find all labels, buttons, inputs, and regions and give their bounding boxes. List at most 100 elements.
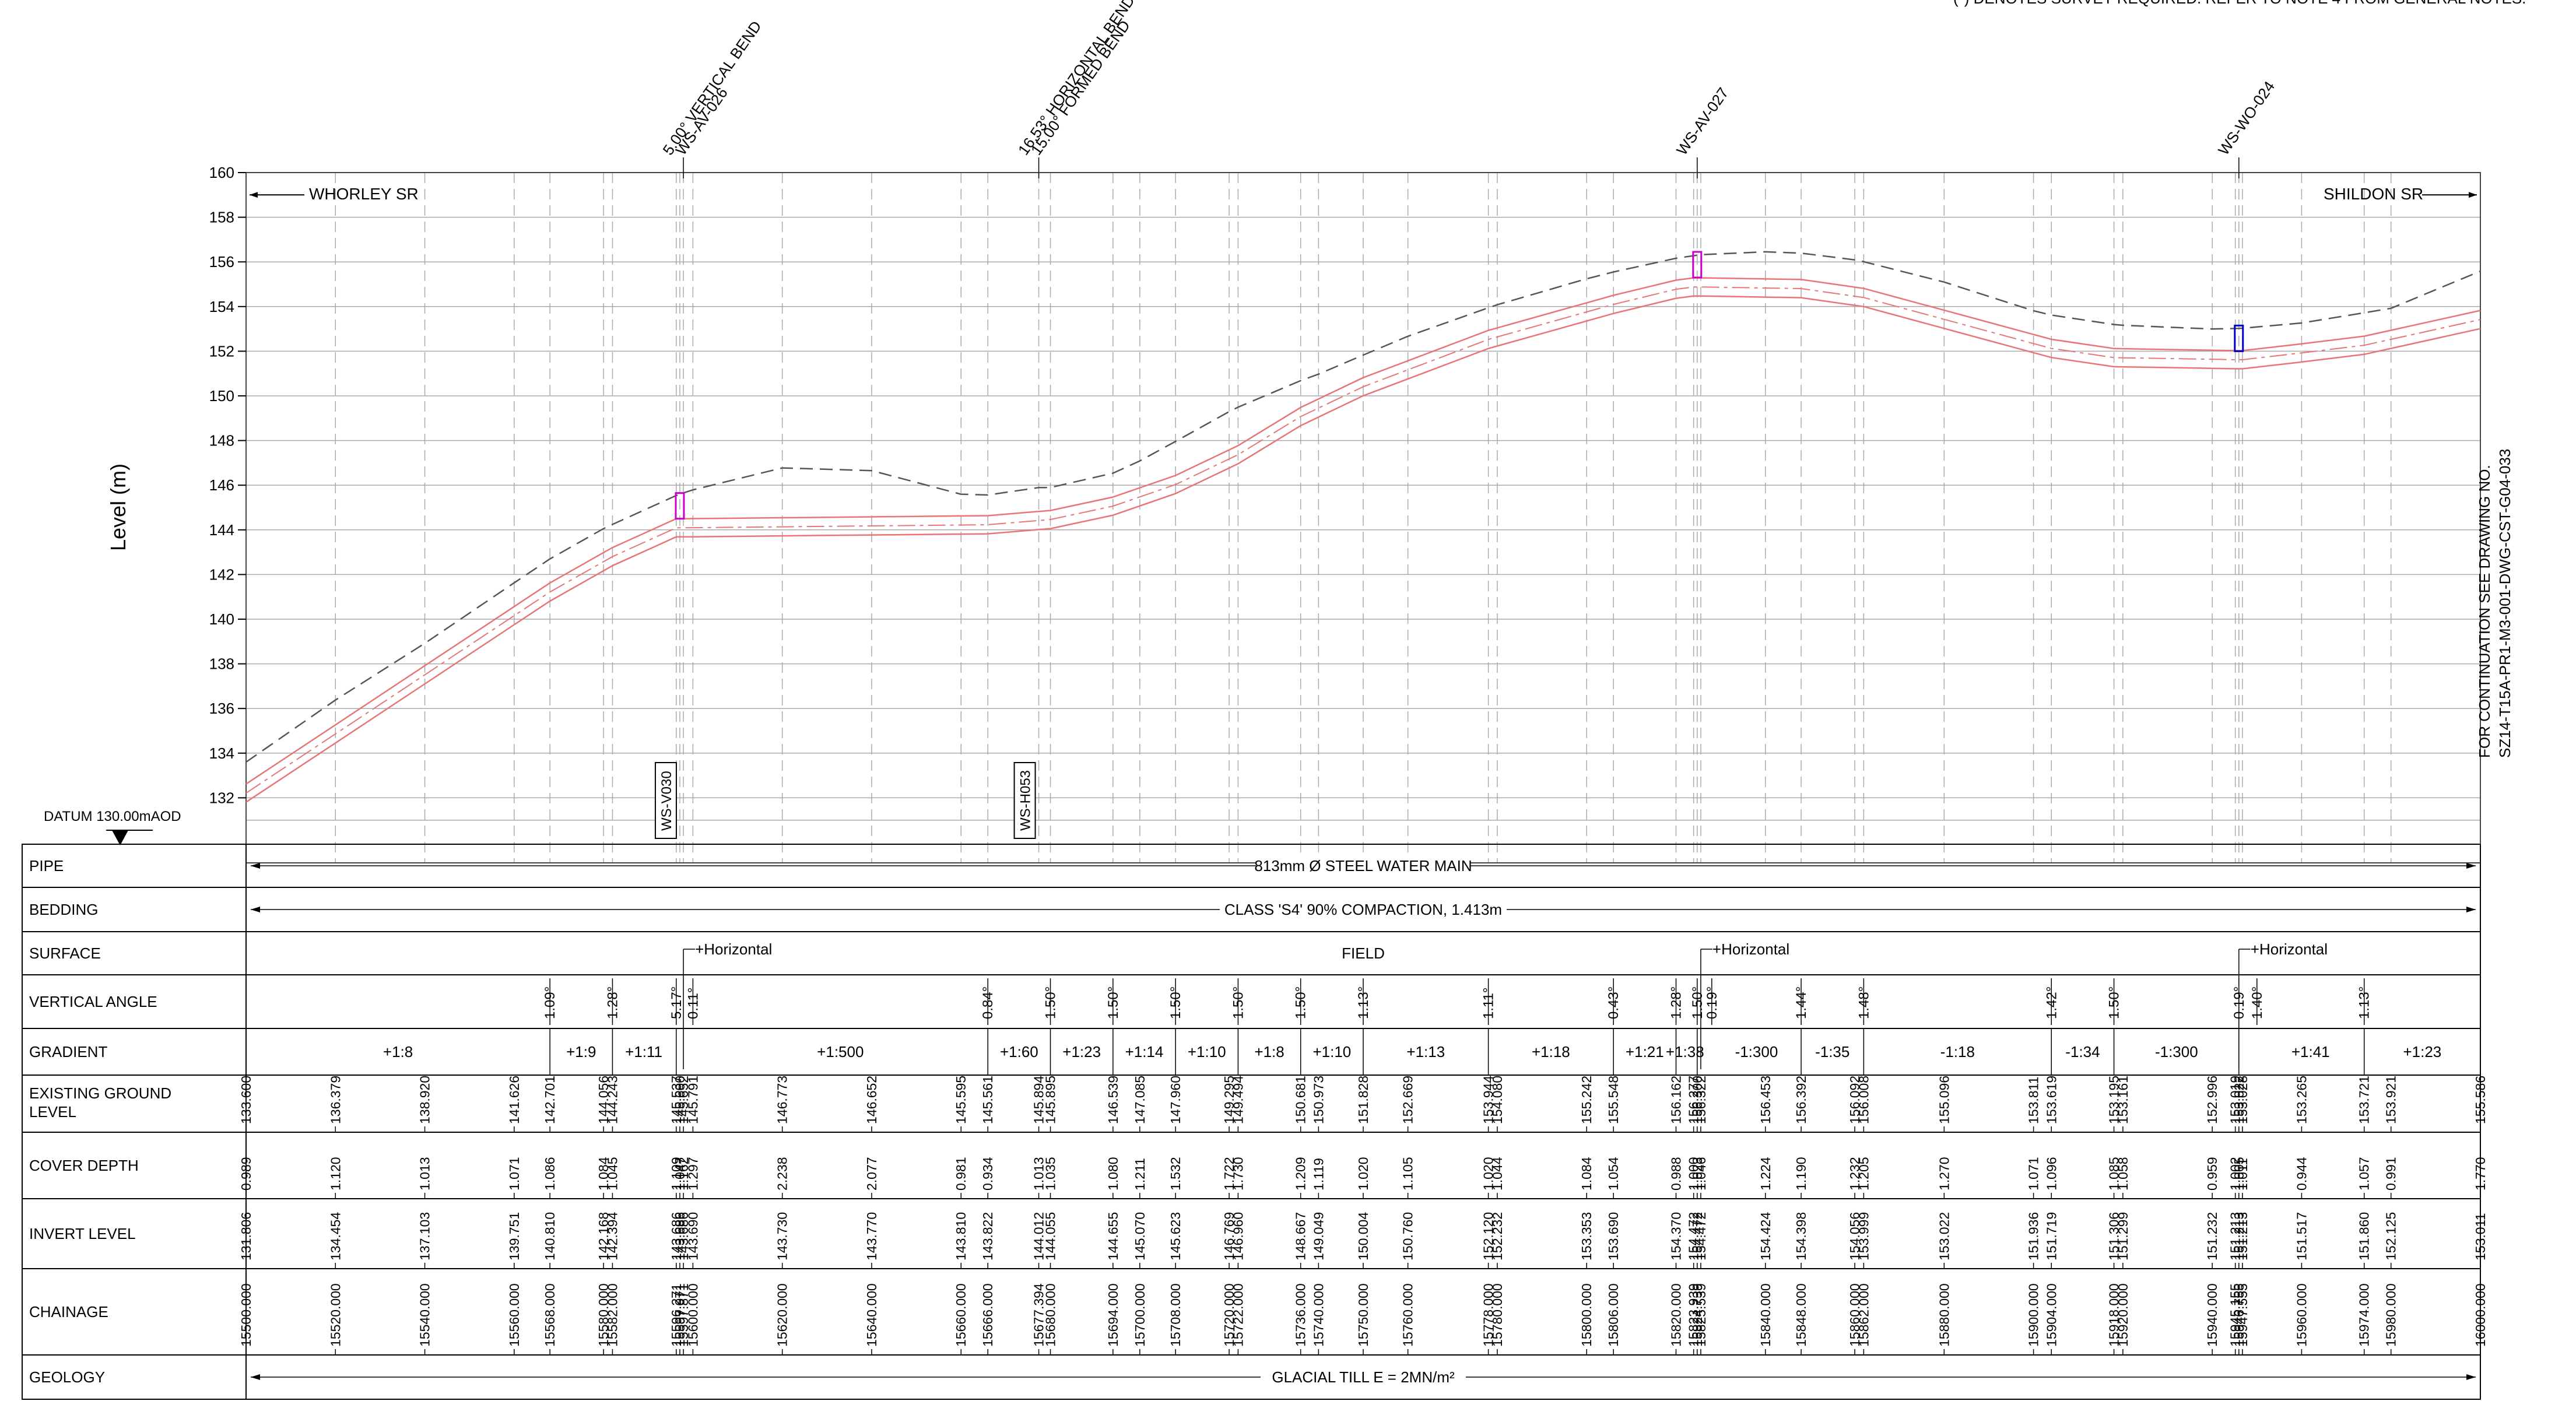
gradient-value: -1:18 (1940, 1043, 1975, 1061)
axis-tick-label: 136 (209, 700, 234, 717)
ground-level-value: 142.701 (542, 1076, 557, 1124)
ground-level-value: 145.895 (1043, 1076, 1058, 1124)
span-arrowhead (251, 1374, 260, 1380)
ground-level-value: 155.096 (1936, 1076, 1952, 1124)
invert-level-value: 154.424 (1758, 1212, 1773, 1260)
ground-level-value: 147.960 (1168, 1076, 1183, 1124)
chainage-value: 15760.000 (1401, 1283, 1416, 1347)
cover-depth-value: 1.086 (542, 1157, 557, 1191)
row-header: LEVEL (29, 1103, 76, 1121)
ground-level-value: 153.161 (2115, 1076, 2131, 1124)
invert-level-value: 131.806 (238, 1212, 254, 1260)
invert-level-value: 146.960 (1230, 1212, 1245, 1260)
cover-depth-value: 1.057 (2357, 1157, 2372, 1191)
bedding-description: CLASS 'S4' 90% COMPACTION, 1.413m (1224, 901, 1502, 918)
end-range-label: SHILDON SR (2324, 185, 2423, 203)
invert-level-value: 151.517 (2294, 1212, 2309, 1260)
cover-depth-value: 1.023 (1690, 1157, 1705, 1191)
invert-level-value: 151.860 (2357, 1212, 2372, 1260)
ground-level-value: 153.921 (2384, 1076, 2399, 1124)
invert-level-value: 137.103 (417, 1212, 433, 1260)
profile-grid (245, 172, 2481, 863)
ground-level-value: 152.669 (1401, 1076, 1416, 1124)
gradient-value: +1:38 (1666, 1043, 1704, 1061)
cover-depth-value: 2.238 (775, 1157, 790, 1191)
continuation-note-line1: FOR CONTINUATION SEE DRAWING NO. (2476, 465, 2493, 758)
chainage-value: 15920.000 (2115, 1283, 2131, 1347)
gradient-value: +1:11 (625, 1043, 662, 1061)
chainage-value: 15848.000 (1794, 1283, 1809, 1347)
invert-level-value: 143.810 (953, 1212, 968, 1260)
gradient-value: +1:23 (1062, 1043, 1101, 1061)
span-arrowhead (251, 863, 260, 869)
cover-depth-value: 1.085 (2107, 1157, 2122, 1191)
pipe-description: 813mm Ø STEEL WATER MAIN (1254, 857, 1472, 875)
ground-level-value: 145.894 (1031, 1076, 1047, 1124)
gradient-value: +1:13 (1406, 1043, 1445, 1061)
gradient-value: -1:300 (1735, 1043, 1778, 1061)
chainage-value: 15597.871 (676, 1283, 691, 1347)
axis-tick-label: 138 (209, 655, 234, 673)
invert-level-value: 142.394 (605, 1212, 620, 1260)
ground-level-value: 155.548 (1606, 1076, 1621, 1124)
ground-level-value: 145.652 (676, 1076, 691, 1124)
cover-depth-value: 1.000 (1686, 1157, 1701, 1191)
existing-ground-line (245, 251, 2481, 763)
invert-level-value: 151.232 (2205, 1212, 2220, 1260)
ground-level-value: 145.791 (685, 1076, 700, 1124)
invert-level-value: 151.299 (2115, 1212, 2131, 1260)
row-header: COVER DEPTH (29, 1157, 139, 1174)
invert-level-value: 143.822 (980, 1212, 995, 1260)
washout-marker (2234, 324, 2244, 352)
chainage-value: 15736.000 (1293, 1283, 1308, 1347)
ground-level-value: 144.243 (605, 1076, 620, 1124)
span-arrowhead (2466, 1374, 2476, 1380)
cover-depth-value: 0.988 (1668, 1157, 1683, 1191)
cover-depth-value: 1.020 (1481, 1157, 1496, 1191)
cover-depth-value: 1.002 (2228, 1157, 2243, 1191)
chainage-value: 15640.000 (864, 1283, 879, 1347)
callout-text: WS-WO-024 (2214, 78, 2278, 159)
callout-text: WS-AV-027 (1673, 85, 1732, 159)
fitting-tag-box (654, 762, 677, 839)
range-arrowhead (2469, 192, 2477, 198)
gradient-value: +1:14 (1125, 1043, 1164, 1061)
chainage-value: 15694.000 (1105, 1283, 1121, 1347)
chainage-value: 15945.155 (2228, 1283, 2243, 1347)
cover-depth-value: 1.011 (2235, 1158, 2250, 1191)
chainage-value: 15582.000 (605, 1283, 620, 1347)
invert-level-value: 151.719 (2044, 1212, 2059, 1260)
gradient-value: +1:9 (566, 1043, 596, 1061)
cover-depth-value: 1.211 (1132, 1158, 1147, 1191)
cover-depth-value: 0.991 (2384, 1157, 2399, 1191)
ground-level-value: 153.195 (2107, 1076, 2122, 1124)
survey-note: (*) DENOTES SURVEY REQUIRED. REFER TO NO… (1953, 0, 2526, 7)
invert-level-value: 154.472 (1690, 1212, 1705, 1260)
chainage-value: 15750.000 (1356, 1283, 1371, 1347)
fitting-tag-label: WS-V030 (659, 771, 675, 831)
invert-level-value: 154.472 (1686, 1212, 1701, 1260)
cover-depth-value: 0.981 (953, 1157, 968, 1191)
cover-depth-value: 1.224 (1758, 1157, 1773, 1191)
geology-description: GLACIAL TILL E = 2MN/m² (1272, 1368, 1455, 1386)
chainage-value: 15823.939 (1686, 1283, 1701, 1347)
invert-level-value: 153.022 (1936, 1212, 1952, 1260)
span-arrowhead (2466, 907, 2476, 912)
ground-level-value: 155.586 (2473, 1076, 2488, 1124)
invert-level-value: 154.398 (1794, 1212, 1809, 1260)
chainage-value: 15568.000 (542, 1283, 557, 1347)
invert-level-value: 152.120 (1481, 1212, 1496, 1260)
cover-depth-value: 1.096 (2044, 1157, 2059, 1191)
chainage-value: 16000.000 (2473, 1283, 2488, 1347)
cover-depth-value: 1.109 (669, 1157, 684, 1191)
axis-tick-label: 152 (209, 342, 234, 360)
ground-level-value: 156.392 (1794, 1076, 1809, 1124)
ground-level-value: 149.295 (1222, 1076, 1237, 1124)
chainage-value: 15840.000 (1758, 1283, 1773, 1347)
callout-text: 5.00° VERTICAL BEND (659, 17, 764, 158)
ground-level-value: 150.681 (1293, 1076, 1308, 1124)
invert-level-value: 143.770 (864, 1212, 879, 1260)
cover-depth-value: 2.077 (864, 1157, 879, 1191)
horizontal-mark-label: +Horizontal (695, 940, 772, 958)
